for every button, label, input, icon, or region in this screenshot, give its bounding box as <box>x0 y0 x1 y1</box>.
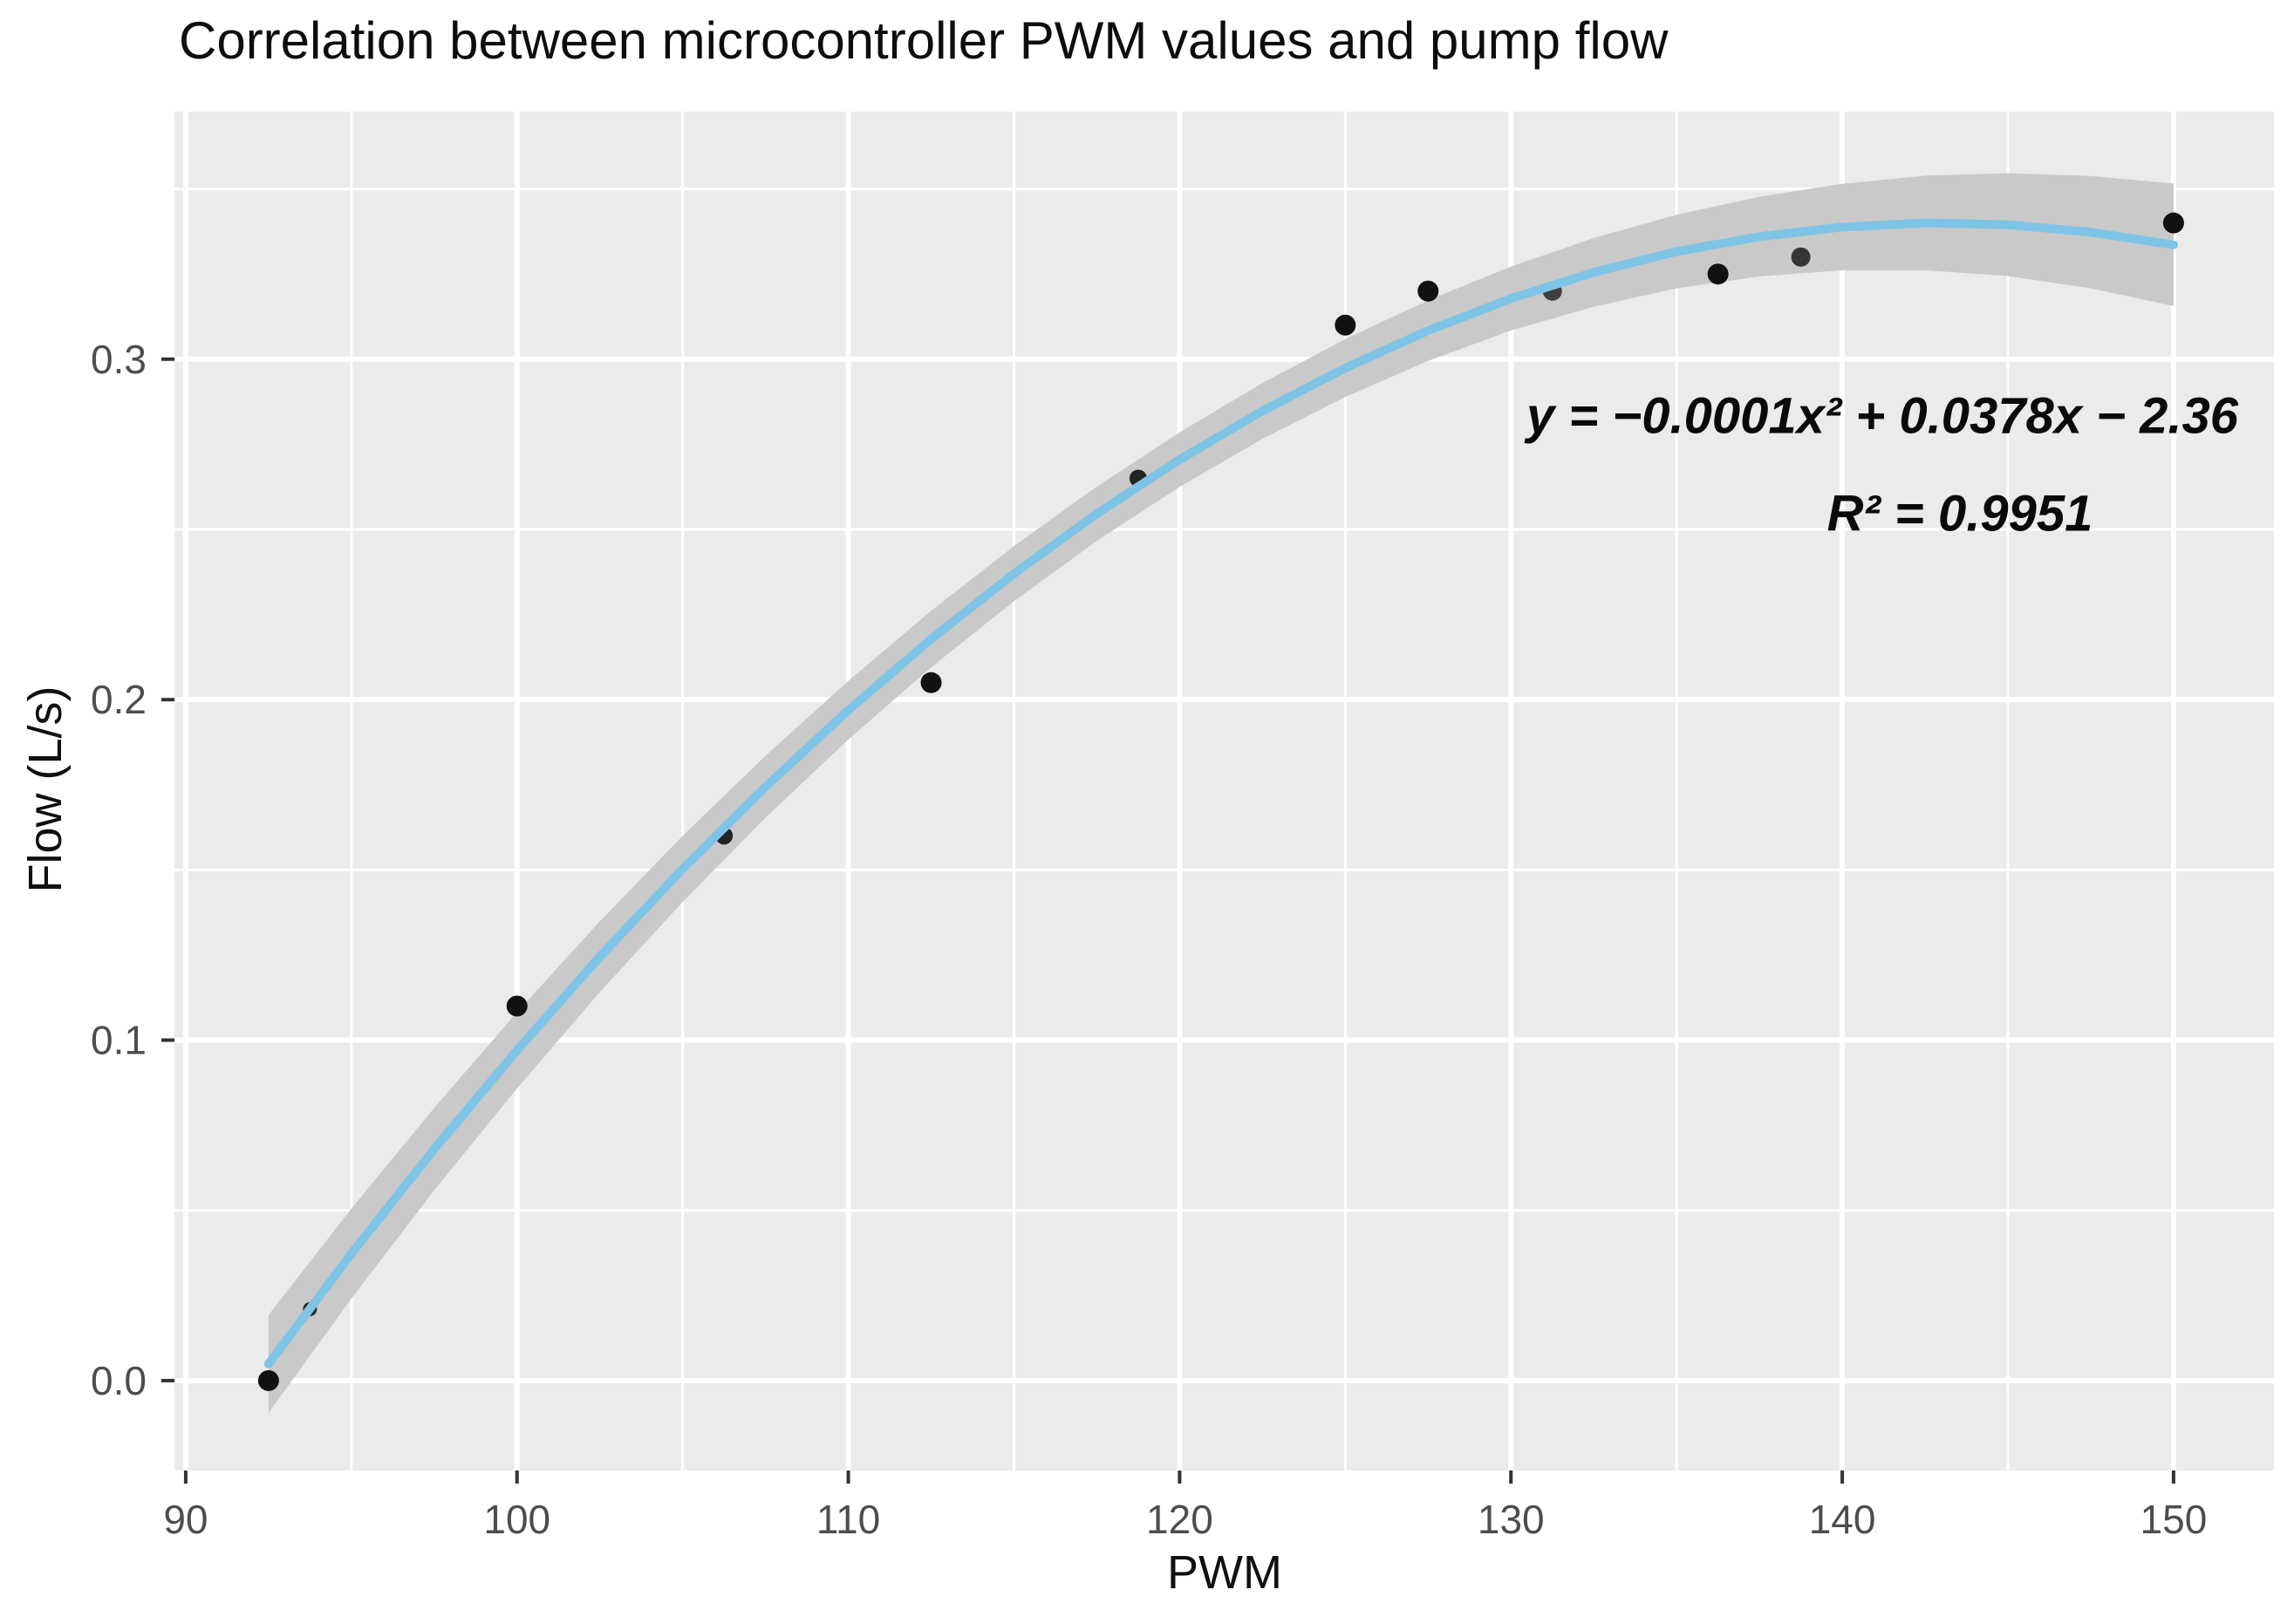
data-point <box>1791 247 1811 267</box>
data-point <box>1335 314 1356 336</box>
x-tick-label: 130 <box>1478 1497 1545 1542</box>
r-squared-annotation: R² = 0.9951 <box>1826 485 2093 542</box>
data-point <box>257 1369 279 1391</box>
x-tick-label: 110 <box>816 1497 880 1542</box>
confidence-ribbon <box>268 173 2174 1414</box>
chart-title: Correlation between microcontroller PWM … <box>179 11 1669 70</box>
fit-line <box>263 218 2178 1368</box>
x-tick-label: 120 <box>1146 1497 1213 1542</box>
x-axis-title: PWM <box>1167 1546 1282 1599</box>
x-tick-label: 100 <box>483 1497 550 1542</box>
data-point <box>506 995 528 1017</box>
y-tick-label: 0.0 <box>91 1358 147 1403</box>
data-point <box>1417 280 1439 302</box>
plot-panel <box>174 112 2274 1470</box>
x-tick-label: 90 <box>163 1497 208 1542</box>
data-point <box>2162 212 2184 234</box>
y-tick-label: 0.3 <box>91 337 147 382</box>
data-point <box>1707 263 1729 285</box>
x-tick-label: 150 <box>2140 1497 2208 1542</box>
y-tick-label: 0.2 <box>91 677 147 722</box>
y-axis-title: Flow (L/s) <box>19 686 72 893</box>
data-point <box>920 672 942 693</box>
x-tick-label: 140 <box>1809 1497 1876 1542</box>
fit-equation-annotation: y = −0.0001x² + 0.0378x − 2.36 <box>1526 387 2238 445</box>
y-tick-label: 0.1 <box>91 1018 147 1063</box>
